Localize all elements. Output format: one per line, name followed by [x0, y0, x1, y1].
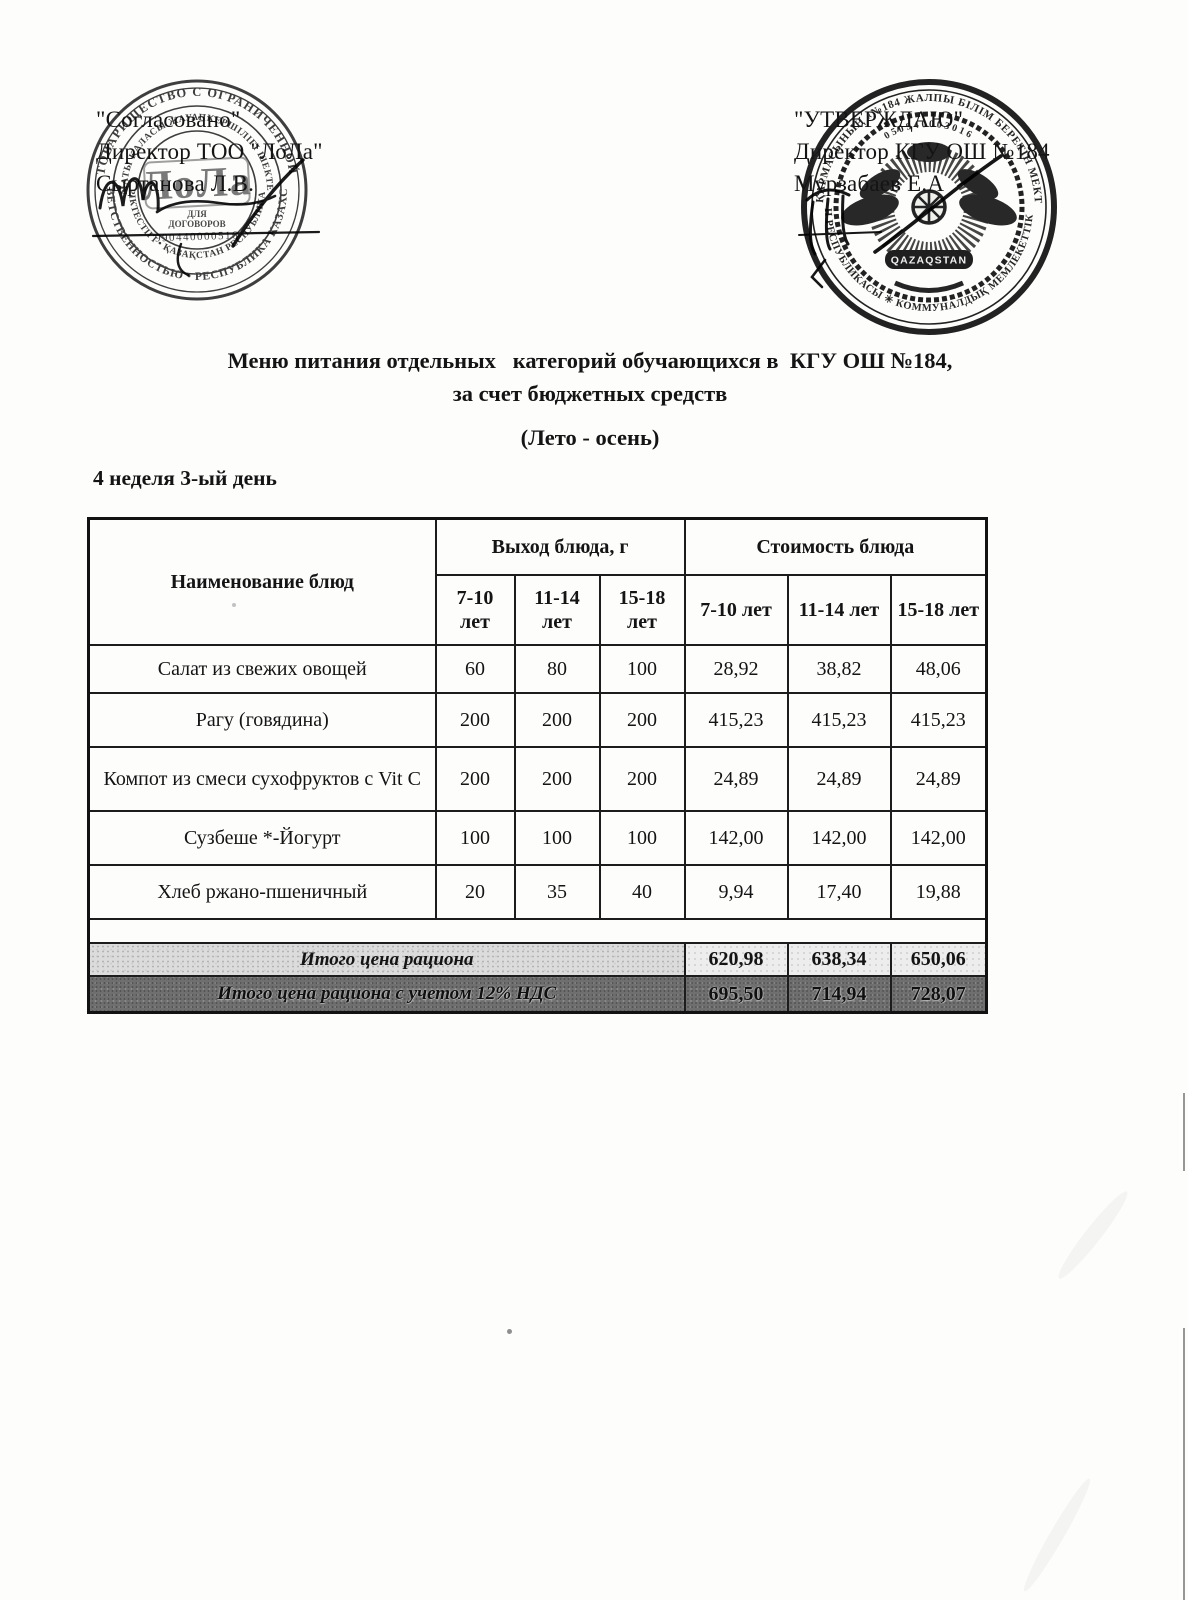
total-vat-label-cell: Итого цена рациона с учетом 12% НДС: [87, 975, 686, 1014]
empty-cell: [87, 918, 988, 944]
cost-value-cell: 142,00: [786, 810, 892, 866]
emblem-banner-text: QAZAQSTAN: [891, 255, 968, 267]
cost-value-cell: 142,00: [889, 810, 988, 866]
scan-edge-artifact: [1183, 1093, 1185, 1171]
menu-table: Наименование блюд Выход блюда, г Стоимос…: [87, 517, 989, 1014]
emblem-ornament: [893, 280, 965, 293]
out-value-cell: 35: [513, 864, 601, 920]
cost-value-cell: 24,89: [786, 746, 892, 812]
approved-person-name: Мурзабаев Е.А: [794, 171, 945, 196]
total-value-cell: 638,34: [786, 942, 892, 977]
dish-name-cell: Рагу (говядина): [87, 692, 437, 748]
cost-value-cell: 415,23: [786, 692, 892, 748]
emblem-banner: [885, 250, 973, 269]
dish-name-cell: Салат из свежих овощей: [87, 644, 437, 694]
stamp-left-purpose-line1: ДЛЯ: [187, 209, 207, 219]
out-value-cell: 20: [434, 864, 516, 920]
total-vat-value-cell: 728,07: [889, 975, 988, 1014]
company-round-stamp: ТОВАРИЩЕСТВО С ОГРАНИЧЕННОЙ • ОТВЕТСТВЕН…: [81, 74, 308, 301]
header-dish-name: Наименование блюд: [87, 517, 437, 646]
header-out-age-7-10: 7-10 лет: [434, 574, 516, 646]
scan-edge-artifact: [1183, 1328, 1185, 1600]
cost-value-cell: 48,06: [889, 644, 988, 694]
school-official-seal: БАСҚАРМАСЫНЫҢ «№184 ЖАЛПЫ БІЛІМ БЕРЕТІН …: [800, 78, 1057, 335]
cost-value-cell: 415,23: [683, 692, 789, 748]
cost-value-cell: 38,82: [786, 644, 892, 694]
emblem-shanyrak-cross: [912, 190, 946, 224]
emblem-winged-horses: [841, 142, 1017, 226]
header-out-age-11-14: 11-14 лет: [513, 574, 601, 646]
out-value-cell: 40: [598, 864, 686, 920]
agreed-position: Директор ТОО "ЛоЛа": [96, 139, 323, 164]
out-value-cell: 200: [513, 692, 601, 748]
table-row: Салат из свежих овощей 60 80 100 28,92 3…: [87, 644, 988, 694]
agreed-person-name: Сыртанова Л.В.: [96, 171, 255, 196]
total-value-cell: 650,06: [889, 942, 988, 977]
cost-value-cell: 24,89: [683, 746, 789, 812]
cost-value-cell: 142,00: [683, 810, 789, 866]
total-row: Итого цена рациона 620,98 638,34 650,06: [87, 942, 988, 977]
out-value-cell: 200: [598, 746, 686, 812]
total-vat-value-cell: 695,50: [683, 975, 789, 1014]
left-signature: [91, 158, 321, 277]
total-vat-value-cell: 714,94: [786, 975, 892, 1014]
header-out-age-15-18: 15-18 лет: [598, 574, 686, 646]
header-cost-age-11-14: 11-14 лет: [786, 574, 892, 646]
empty-spacer-row: [87, 918, 988, 944]
stamp-left-purpose-line2: ДОГОВОРОВ: [168, 219, 225, 229]
out-value-cell: 100: [598, 644, 686, 694]
cost-value-cell: 17,40: [786, 864, 892, 920]
dish-name-cell: Компот из смеси сухофруктов с Vit C: [87, 746, 437, 812]
table-row: Хлеб ржано-пшеничный 20 35 40 9,94 17,40…: [87, 864, 988, 920]
scan-smudge: [1052, 1186, 1134, 1284]
cost-value-cell: 415,23: [889, 692, 988, 748]
total-with-vat-row: Итого цена рациона с учетом 12% НДС 695,…: [87, 975, 988, 1014]
out-value-cell: 200: [434, 746, 516, 812]
title-line-1: Меню питания отдельных категорий обучающ…: [227, 348, 953, 373]
approval-block-approved: "УТВЕРЖДАЮ" Директор КГУ ОШ №184 Мурзаба…: [794, 104, 1050, 200]
stamp-left-name-box: [143, 156, 251, 210]
cost-value-cell: 9,94: [683, 864, 789, 920]
out-value-cell: 200: [598, 692, 686, 748]
title-line-2: за счет бюджетных средств: [452, 381, 728, 406]
header-group-output: Выход блюда, г: [434, 517, 686, 576]
table-row: Рагу (говядина) 200 200 200 415,23 415,2…: [87, 692, 988, 748]
document-title: Меню питания отдельных категорий обучающ…: [40, 344, 1140, 454]
title-season: (Лето - осень): [520, 425, 660, 450]
table-row: Сузбеше *-Йогурт 100 100 100 142,00 142,…: [87, 810, 988, 866]
approved-position: Директор КГУ ОШ №184: [794, 139, 1050, 164]
scan-speck: [507, 1329, 512, 1334]
approved-label: "УТВЕРЖДАЮ": [794, 107, 964, 132]
out-value-cell: 80: [513, 644, 601, 694]
agreed-label: "Согласовано": [96, 107, 241, 132]
header-cost-age-7-10: 7-10 лет: [683, 574, 789, 646]
cost-value-cell: 24,89: [889, 746, 988, 812]
approval-block-agreed: "Согласовано" Директор ТОО "ЛоЛа" Сыртан…: [96, 104, 323, 200]
right-signature: [798, 154, 1003, 289]
out-value-cell: 200: [513, 746, 601, 812]
header-cost-age-15-18: 15-18 лет: [889, 574, 988, 646]
scan-speck: [232, 603, 236, 607]
cost-value-cell: 19,88: [889, 864, 988, 920]
week-day-subtitle: 4 неделя 3-ый день: [93, 466, 277, 490]
dish-name-cell: Сузбеше *-Йогурт: [87, 810, 437, 866]
out-value-cell: 100: [513, 810, 601, 866]
out-value-cell: 60: [434, 644, 516, 694]
table-row: Компот из смеси сухофруктов с Vit C 200 …: [87, 746, 988, 812]
dish-name-cell: Хлеб ржано-пшеничный: [87, 864, 437, 920]
out-value-cell: 100: [598, 810, 686, 866]
out-value-cell: 100: [434, 810, 516, 866]
out-value-cell: 200: [434, 692, 516, 748]
cost-value-cell: 28,92: [683, 644, 789, 694]
scan-smudge: [1018, 1475, 1096, 1595]
header-group-cost: Стоимость блюда: [683, 517, 988, 576]
total-label-cell: Итого цена рациона: [87, 942, 686, 977]
total-value-cell: 620,98: [683, 942, 789, 977]
